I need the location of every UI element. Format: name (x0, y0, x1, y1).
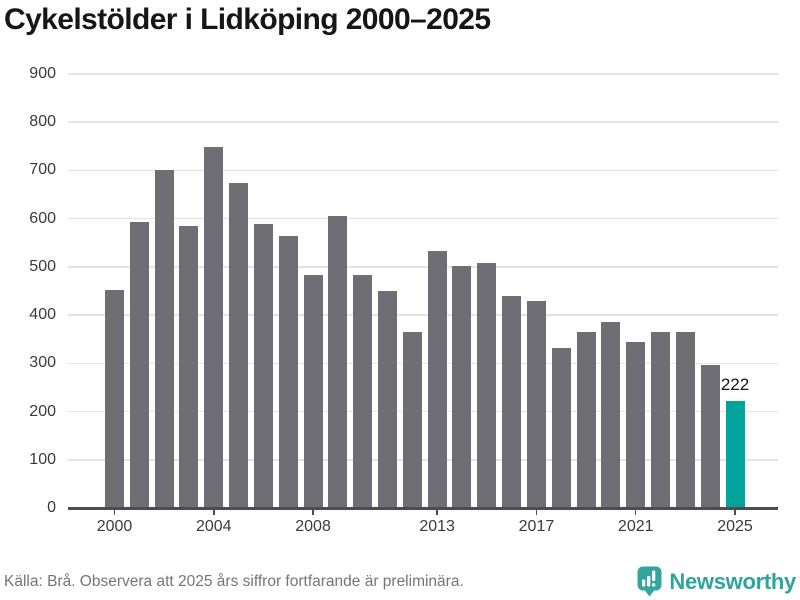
plot-area: 222 (68, 73, 778, 510)
newsworthy-brand-name: Newsworthy (669, 568, 796, 594)
gridline-300 (68, 362, 778, 365)
footer: Källa: Brå. Observera att 2025 års siffr… (0, 563, 800, 600)
x-tick-2013 (436, 509, 438, 515)
bar-2011 (378, 290, 398, 508)
gridline-400 (68, 314, 778, 316)
gridline-900 (68, 73, 778, 75)
bar-2016 (502, 295, 522, 508)
bar-2018 (551, 348, 571, 508)
y-tick-label-100: 100 (29, 450, 56, 468)
x-axis-line (68, 507, 778, 510)
highlight-value-label: 222 (720, 374, 750, 394)
bar-2023 (675, 332, 695, 508)
source-note: Källa: Brå. Observera att 2025 års siffr… (4, 572, 464, 590)
bar-2021 (626, 342, 646, 508)
bar-2013 (427, 251, 447, 508)
y-tick-label-0: 0 (47, 499, 56, 516)
bar-2014 (452, 266, 472, 508)
bar-2022 (651, 332, 671, 508)
chart-title: Cykelstölder i Lidköping 2000–2025 (4, 3, 491, 36)
x-tick-label-2021: 2021 (617, 518, 654, 535)
y-tick-label-300: 300 (29, 354, 56, 372)
x-axis-labels: 2000 2004 2008 2013 2017 2021 2025 (68, 508, 778, 548)
bar-2001 (129, 221, 149, 508)
newsworthy-logo-icon (637, 566, 662, 597)
bar-2020 (601, 322, 621, 508)
bar-2019 (576, 332, 596, 508)
bar-2008 (303, 275, 323, 508)
bar-2006 (253, 223, 273, 508)
x-tick-2000 (113, 509, 116, 515)
bar-2012 (402, 331, 422, 508)
y-tick-label-400: 400 (29, 306, 56, 324)
bar-2007 (278, 235, 298, 508)
gridline-800 (68, 121, 778, 123)
x-tick-label-2025: 2025 (717, 518, 753, 535)
bar-2015 (477, 262, 497, 508)
gridline-700 (68, 169, 778, 172)
y-tick-label-200: 200 (29, 402, 56, 420)
newsworthy-logo: Newsworthy (637, 566, 796, 597)
bar-2002 (154, 170, 174, 508)
x-tick-2025 (734, 509, 736, 515)
y-tick-label-500: 500 (29, 257, 56, 275)
y-tick-label-900: 900 (29, 65, 56, 82)
bar-2009 (328, 216, 348, 508)
x-tick-label-2017: 2017 (518, 518, 555, 535)
bar-2025 (725, 400, 745, 508)
gridline-100 (68, 459, 778, 461)
y-tick-label-800: 800 (29, 113, 56, 131)
gridline-200 (68, 410, 778, 413)
y-axis-labels: 0 100 200 300 400 500 600 700 800 900 (0, 66, 56, 516)
x-tick-2021 (634, 509, 637, 515)
bar-2003 (179, 225, 199, 508)
bar-2024 (700, 364, 720, 508)
y-tick-label-700: 700 (29, 161, 56, 179)
bar-2017 (526, 300, 546, 508)
x-tick-2017 (535, 509, 538, 515)
x-tick-label-2000: 2000 (96, 518, 133, 535)
bar-2000 (105, 290, 124, 508)
x-tick-label-2008: 2008 (295, 518, 331, 535)
bar-chart: 0 100 200 300 400 500 600 700 800 900 222 2000 200… (0, 66, 778, 548)
gridline-500 (68, 266, 778, 268)
y-tick-label-600: 600 (29, 209, 56, 227)
bar-2010 (353, 275, 373, 508)
x-tick-2004 (213, 509, 215, 515)
bar-2004 (204, 147, 224, 508)
x-tick-label-2013: 2013 (419, 518, 455, 535)
x-tick-label-2004: 2004 (195, 518, 232, 535)
x-tick-2008 (312, 509, 314, 515)
bar-2005 (229, 182, 249, 508)
gridline-600 (68, 217, 778, 220)
